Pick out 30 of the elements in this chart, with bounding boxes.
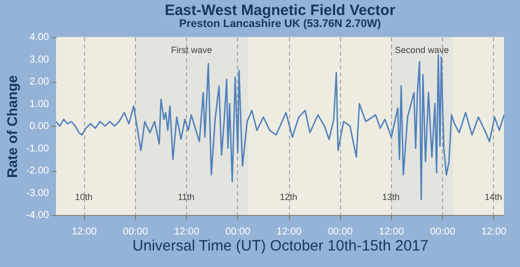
y-tick-label: -4.00 — [26, 210, 50, 221]
x2-tick-label: 10th — [74, 192, 92, 202]
y-tick-label: 4.00 — [30, 32, 50, 43]
x2-tick-label: 14th — [484, 192, 502, 202]
y-tick-label: 3.00 — [30, 54, 50, 66]
chart-title: East-West Magnetic Field Vector — [164, 2, 396, 19]
x2-tick-label: 12th — [280, 192, 298, 202]
line-series — [55, 54, 505, 200]
y-tick-label: -2.00 — [26, 166, 50, 176]
x2-tick-label: 13th — [382, 192, 400, 202]
y-tick-label: -1.00 — [26, 143, 50, 154]
x-axis-title: Universal Time (UT) October 10th-15th 2017 — [132, 238, 428, 254]
y-tick-label: 2.00 — [30, 76, 50, 88]
x-tick-label: 00:00 — [122, 226, 148, 238]
y-tick-label: 1.00 — [30, 98, 50, 110]
band-label: First wave — [170, 44, 212, 55]
x-tick-label: 00:00 — [430, 226, 456, 238]
x-tick-label: 12:00 — [174, 226, 200, 238]
x-tick-label: 12:00 — [481, 226, 507, 238]
y-tick-label: 0.00 — [30, 121, 50, 132]
x-tick-label: 12:00 — [276, 226, 302, 238]
y-axis-title: Rate of Change — [4, 74, 20, 178]
chart-subtitle: Preston Lancashire UK (53.76N 2.70W) — [179, 18, 382, 30]
x-tick-label: 00:00 — [225, 226, 251, 238]
x-tick-label: 12:00 — [72, 226, 98, 238]
x-tick-label: 12:00 — [378, 226, 404, 238]
band-label: Second wave — [394, 44, 449, 55]
x2-tick-label: 11th — [178, 192, 195, 202]
y-tick-label: -3.00 — [26, 188, 50, 199]
x-tick-label: 00:00 — [328, 226, 354, 238]
